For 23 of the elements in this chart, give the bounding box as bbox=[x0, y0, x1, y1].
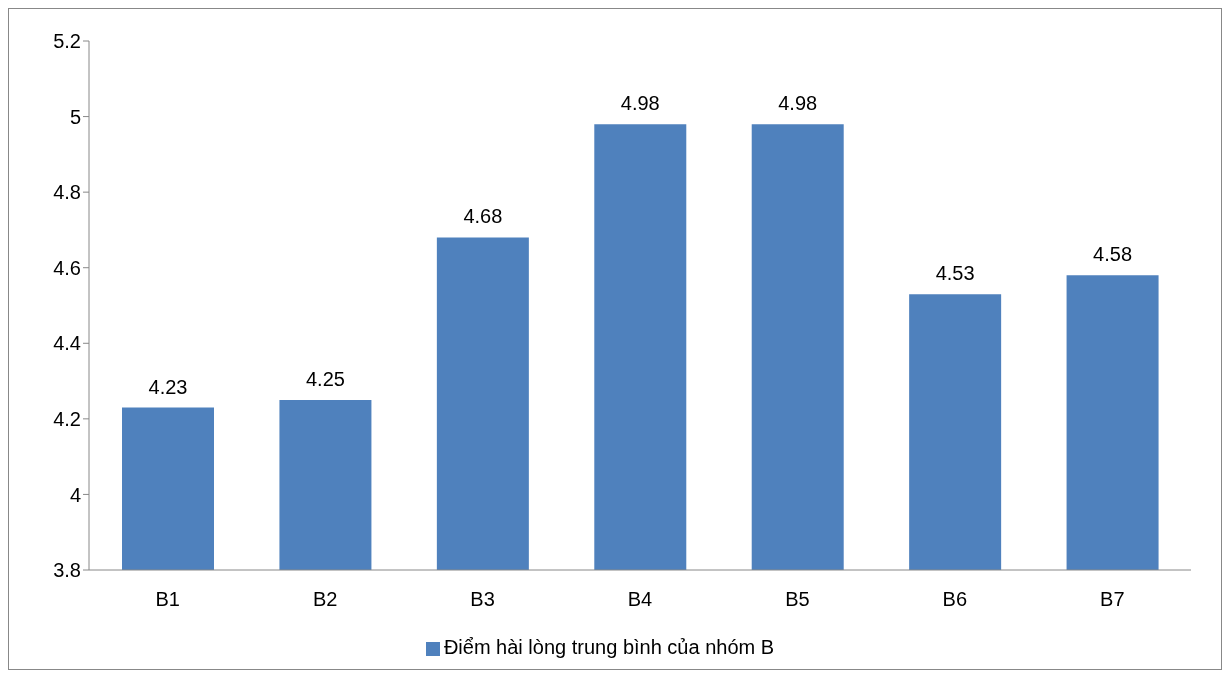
x-tick-label: B3 bbox=[470, 588, 495, 611]
data-label: 4.53 bbox=[935, 262, 975, 285]
data-label: 4.98 bbox=[778, 92, 818, 115]
y-tick-label: 4.6 bbox=[53, 256, 81, 279]
x-tick-label: B1 bbox=[155, 588, 180, 611]
x-tick-label: B2 bbox=[312, 588, 338, 611]
x-tick-label: B7 bbox=[1100, 588, 1125, 611]
x-tick-label: B4 bbox=[627, 588, 653, 611]
y-tick-label: 3.8 bbox=[53, 559, 81, 582]
data-label: 4.98 bbox=[620, 92, 660, 115]
data-label: 4.68 bbox=[463, 205, 503, 228]
legend-label: Điểm hài lòng trung bình của nhóm B bbox=[443, 636, 775, 658]
y-tick-label: 5 bbox=[69, 105, 81, 128]
y-tick-label: 4.8 bbox=[53, 181, 81, 204]
y-tick-label: 4.2 bbox=[53, 407, 81, 430]
y-tick-label: 5.2 bbox=[53, 30, 81, 53]
data-label: 4.25 bbox=[305, 367, 345, 390]
x-tick-label: B6 bbox=[942, 588, 968, 611]
y-tick-label: 4 bbox=[69, 483, 81, 506]
data-label: 4.23 bbox=[148, 375, 188, 398]
x-tick-label: B5 bbox=[785, 588, 810, 611]
y-tick-label: 4.4 bbox=[53, 332, 81, 355]
data-label: 4.58 bbox=[1093, 243, 1133, 266]
